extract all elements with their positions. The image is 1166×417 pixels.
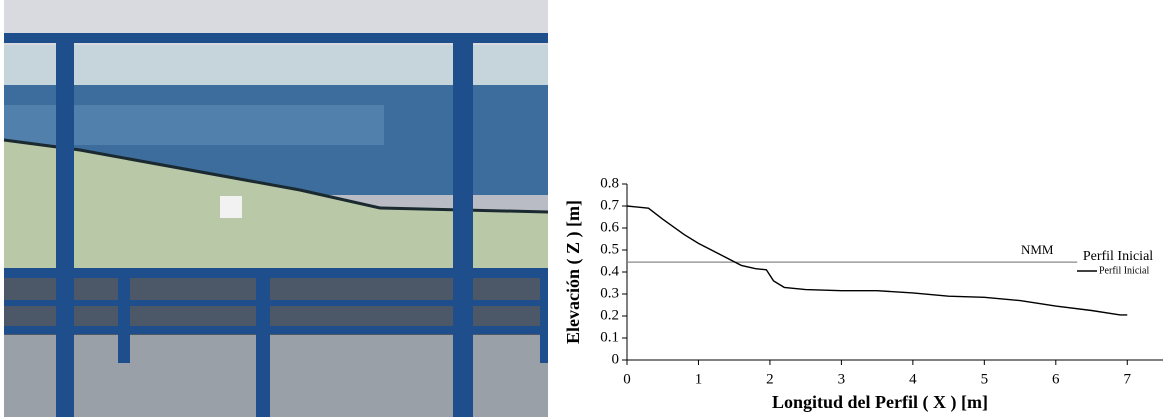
y-tick-label: 0.7 <box>600 197 619 213</box>
flume-photo <box>3 0 549 417</box>
x-tick-label: 1 <box>695 371 703 387</box>
y-tick-label: 0.3 <box>600 285 619 301</box>
x-tick-label: 5 <box>981 371 989 387</box>
legend-entry: Perfil Inicial <box>1099 265 1149 276</box>
x-tick-label: 0 <box>623 371 631 387</box>
y-tick-label: 0.2 <box>600 307 619 323</box>
legend-title: Perfil Inicial <box>1083 249 1153 264</box>
y-tick-label: 0.1 <box>600 329 619 345</box>
y-tick-label: 0 <box>612 351 620 367</box>
reference-label: NMM <box>1021 242 1054 257</box>
y-tick-label: 0.5 <box>600 241 619 257</box>
profile-line <box>626 205 1128 316</box>
x-tick-label: 6 <box>1052 371 1060 387</box>
y-axis-title: Elevación ( Z ) [m] <box>563 200 584 344</box>
x-tick-label: 3 <box>838 371 846 387</box>
x-tick-label: 2 <box>766 371 774 387</box>
y-tick-label: 0.6 <box>600 219 619 235</box>
x-tick-label: 4 <box>909 371 917 387</box>
x-axis-title: Longitud del Perfil ( X ) [m] <box>772 392 988 413</box>
y-tick-label: 0.4 <box>600 263 619 279</box>
x-tick-label: 7 <box>1124 371 1132 387</box>
y-tick-label: 0.8 <box>600 175 619 191</box>
